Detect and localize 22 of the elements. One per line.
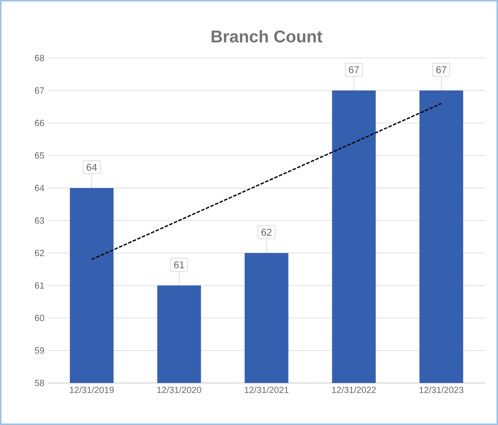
data-label: 67 xyxy=(436,66,446,74)
chart-title: Branch Count xyxy=(212,30,322,42)
y-tick-label: 64 xyxy=(34,184,44,192)
y-tick-label: 62 xyxy=(34,250,44,256)
x-tick-label: 12/31/2022 xyxy=(332,386,376,394)
y-tick-label: 65 xyxy=(34,152,44,159)
x-tick-label: 12/31/2019 xyxy=(70,386,114,394)
y-tick-label: 63 xyxy=(34,217,44,224)
data-label: 67 xyxy=(348,66,359,74)
y-tick-label: 60 xyxy=(34,314,44,322)
data-label: 64 xyxy=(86,164,97,171)
x-tick-label: 12/31/2020 xyxy=(157,386,202,394)
x-tick-label: 12/31/2021 xyxy=(244,386,288,394)
y-tick-label: 68 xyxy=(34,54,44,62)
y-tick-label: 61 xyxy=(34,282,44,289)
y-tick-label: 67 xyxy=(34,87,44,94)
data-label: 62 xyxy=(261,228,272,236)
y-tick-label: 66 xyxy=(34,120,44,126)
y-tick-label: 58 xyxy=(34,380,44,386)
y-tick-label: 59 xyxy=(34,347,44,354)
data-label: 61 xyxy=(174,261,184,268)
x-tick-label: 12/31/2023 xyxy=(420,386,464,394)
